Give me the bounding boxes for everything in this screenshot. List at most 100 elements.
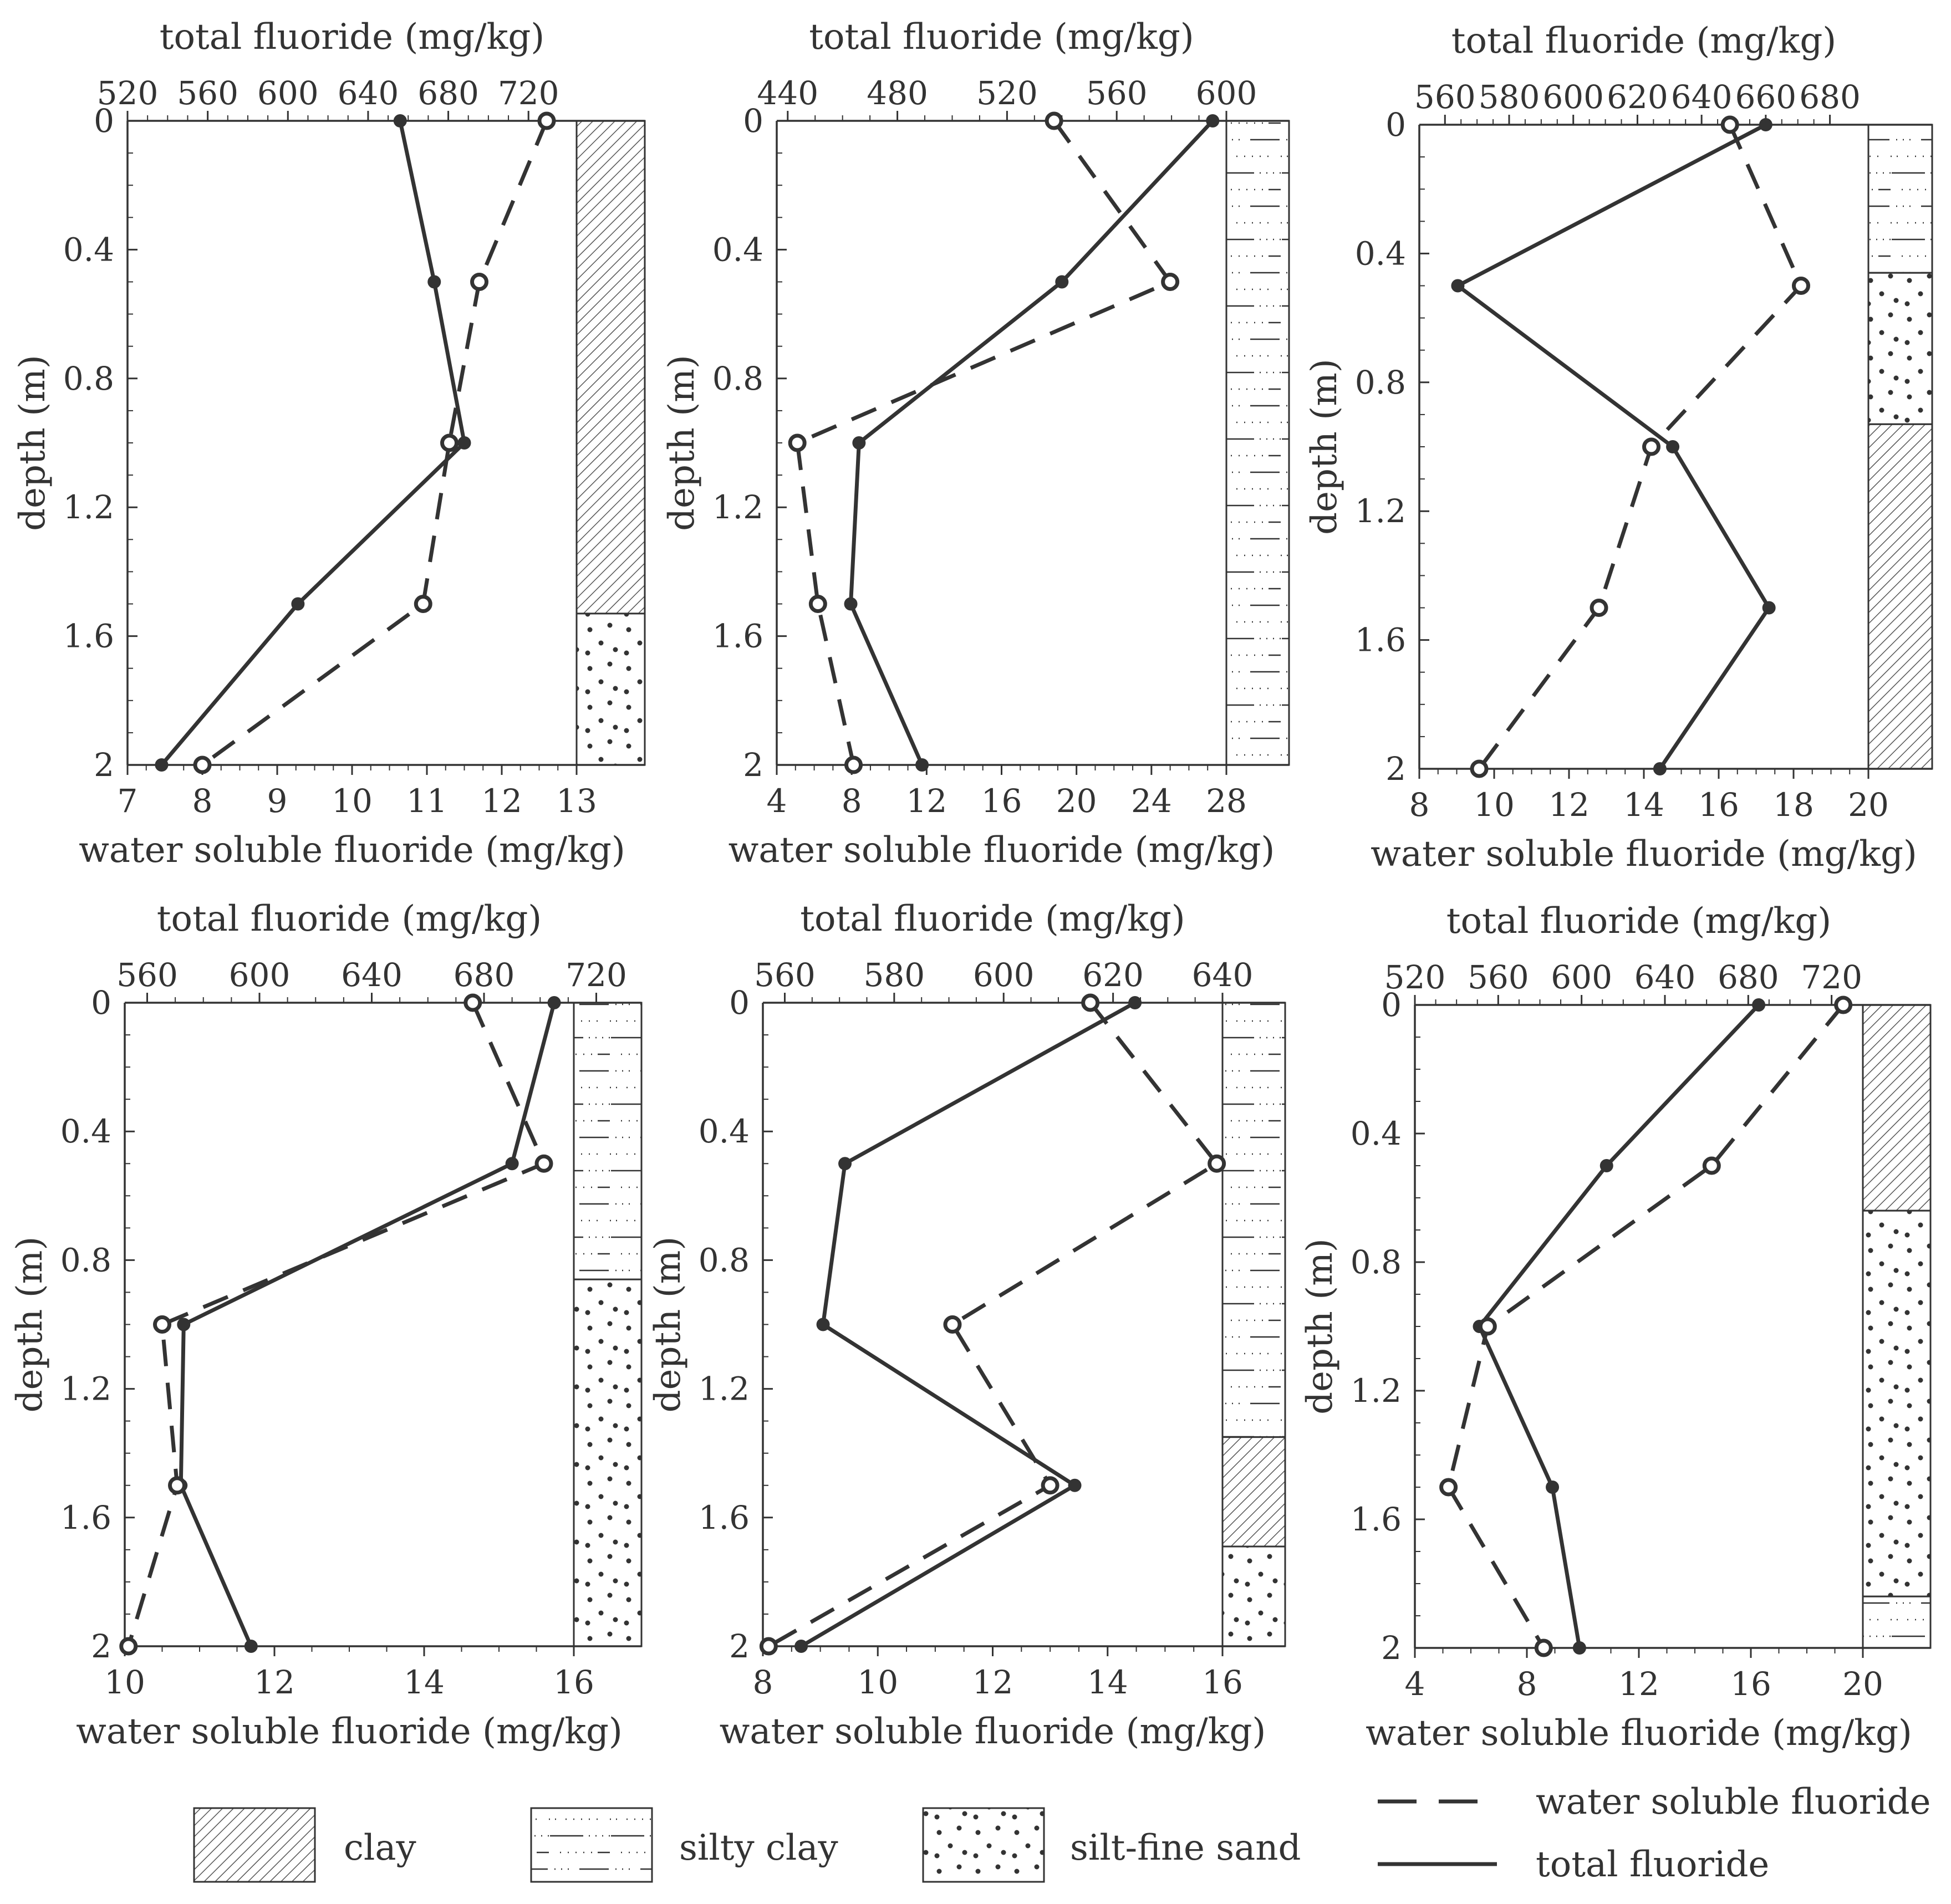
water-soluble-fluoride-line	[201, 120, 549, 767]
water-soluble-fluoride-point	[1834, 996, 1853, 1014]
bottom-tick-label: 16	[1698, 786, 1739, 824]
total-fluoride-line	[1478, 1003, 1760, 1648]
y-tick-label: 1.6	[1355, 621, 1406, 659]
y-tick-label: 0	[1385, 106, 1406, 144]
y-tick-label: 2	[91, 1627, 111, 1665]
y-tick-label: 1.2	[60, 1370, 111, 1408]
water-soluble-fluoride-point	[759, 1637, 778, 1656]
total-fluoride-point	[291, 597, 305, 611]
total-fluoride-point	[1068, 1478, 1082, 1492]
y-tick-label: 0	[91, 984, 111, 1022]
bottom-tick-label: 12	[1548, 786, 1590, 824]
lithology-clay	[575, 120, 646, 615]
top-tick-label: 520	[976, 74, 1038, 112]
top-tick-label: 560	[1468, 958, 1529, 996]
y-tick-label: 2	[94, 746, 114, 784]
legend-item-silt-fine-sand: silt-fine sand	[922, 1807, 1301, 1883]
y-tick-label: 0.8	[1351, 1243, 1402, 1281]
lithology-silt-fine-sand	[1867, 272, 1933, 425]
top-axis-label: total fluoride (mg/kg)	[800, 899, 1185, 940]
legend-item-water-soluble-fluoride: water soluble fluoride	[1378, 1782, 1931, 1823]
bottom-axis-label: water soluble fluoride (mg/kg)	[729, 830, 1275, 871]
water-soluble-fluoride-point	[119, 1637, 138, 1656]
bottom-tick-label: 10	[104, 1663, 145, 1701]
panel-4: 560 600 640 680 720 total fluoride (mg/kg) 10 1…	[9, 899, 643, 1752]
water-soluble-fluoride-point	[1534, 1638, 1553, 1657]
top-tick-label: 600	[257, 74, 319, 112]
y-tick-label: 0	[743, 102, 763, 140]
y-tick-label: 0	[1381, 986, 1402, 1024]
lithology-silt-fine-sand	[1862, 1209, 1932, 1597]
legend-item-silty-clay: silty clay	[530, 1807, 838, 1883]
bottom-tick-label: 16	[981, 782, 1022, 820]
top-tick-label: 720	[498, 74, 559, 112]
total-fluoride-point	[1666, 440, 1680, 453]
bottom-tick-label: 28	[1206, 782, 1247, 820]
top-tick-label: 600	[1542, 78, 1604, 116]
lithology-column	[1225, 120, 1290, 766]
bottom-tick-label: 16	[553, 1663, 594, 1701]
water-soluble-fluoride-point	[1161, 273, 1180, 291]
total-fluoride-line	[849, 119, 1214, 766]
y-axis-label: depth (m)	[661, 355, 702, 531]
total-fluoride-point	[1759, 118, 1772, 131]
y-axis-label: depth (m)	[1304, 359, 1345, 535]
lithology-silty-clay	[1867, 124, 1933, 274]
top-tick-label: 520	[1384, 958, 1446, 996]
total-fluoride-point	[915, 758, 929, 772]
y-tick-label: 1.6	[63, 617, 114, 655]
top-tick-label: 680	[454, 956, 515, 994]
bottom-axis-label: water soluble fluoride (mg/kg)	[79, 830, 625, 871]
total-fluoride-point	[1762, 601, 1776, 615]
legend-label: silt-fine sand	[1070, 1828, 1301, 1869]
legend-item-total-fluoride: total fluoride	[1378, 1844, 1769, 1885]
legend-label: clay	[344, 1828, 416, 1869]
y-tick-label: 1.2	[699, 1370, 750, 1408]
water-soluble-fluoride-point	[1045, 111, 1063, 130]
top-tick-label: 640	[1671, 78, 1733, 116]
bottom-tick-label: 14	[404, 1663, 445, 1701]
top-tick-label: 640	[1634, 958, 1696, 996]
total-fluoride-point	[505, 1157, 519, 1171]
top-tick-label: 640	[341, 956, 403, 994]
water-soluble-fluoride-point	[943, 1315, 962, 1334]
y-tick-label: 1.6	[699, 1499, 750, 1537]
total-fluoride-point	[1653, 762, 1667, 775]
total-fluoride-line	[1455, 122, 1771, 770]
top-tick-label: 620	[1082, 956, 1144, 994]
legend-swatch	[530, 1807, 653, 1883]
y-tick-label: 0.4	[699, 1112, 750, 1150]
bottom-tick-label: 12	[972, 1663, 1013, 1701]
bottom-tick-label: 9	[267, 782, 288, 820]
total-fluoride-point	[1546, 1481, 1560, 1494]
total-fluoride-point	[1055, 275, 1069, 289]
total-fluoride-point	[794, 1640, 808, 1653]
bottom-tick-label: 11	[406, 782, 447, 820]
y-tick-label: 0	[729, 984, 750, 1022]
total-fluoride-point	[816, 1318, 830, 1331]
lithology-clay	[1867, 423, 1933, 770]
y-tick-label: 2	[729, 1627, 750, 1665]
y-tick-label: 0.4	[63, 231, 114, 268]
lithology-column	[1862, 1004, 1932, 1649]
bottom-tick-label: 12	[1618, 1665, 1659, 1703]
water-soluble-fluoride-point	[1439, 1478, 1458, 1497]
lithology-silty-clay	[1225, 120, 1290, 766]
water-soluble-fluoride-line	[795, 119, 1173, 765]
top-tick-label: 720	[1801, 958, 1862, 996]
total-fluoride-point	[1572, 1641, 1586, 1655]
bottom-tick-label: 24	[1131, 782, 1172, 820]
water-soluble-fluoride-point	[1590, 599, 1608, 617]
bottom-tick-label: 20	[1848, 786, 1889, 824]
total-fluoride-line	[800, 1001, 1136, 1648]
top-tick-label: 600	[973, 956, 1035, 994]
y-tick-label: 2	[1385, 750, 1406, 788]
y-tick-label: 1.6	[1351, 1500, 1402, 1538]
total-fluoride-point	[427, 275, 441, 289]
bottom-axis-label: water soluble fluoride (mg/kg)	[1371, 834, 1917, 875]
top-tick-label: 560	[754, 956, 816, 994]
y-tick-label: 2	[743, 746, 763, 784]
lithology-silt-fine-sand	[573, 1278, 643, 1647]
